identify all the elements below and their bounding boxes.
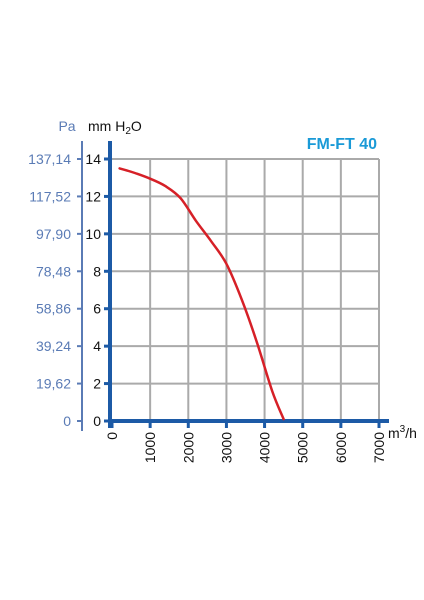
mm-tick-label: 14 bbox=[85, 151, 101, 167]
mm-tick-label: 0 bbox=[93, 413, 101, 429]
x-tick-label: 4000 bbox=[257, 432, 273, 463]
chart-title: FM-FT 40 bbox=[307, 136, 377, 153]
mm-tick-label: 4 bbox=[93, 338, 101, 354]
pa-axis: 0 19,62 39,24 58,86 78,48 97,90 117,52 137,14 bbox=[28, 141, 83, 431]
grid bbox=[112, 158, 380, 421]
mm-axis: 0 2 4 6 8 10 12 14 bbox=[85, 141, 112, 429]
pa-axis-label: Pa bbox=[58, 118, 75, 134]
mm-tick-label: 10 bbox=[85, 226, 101, 242]
mm-tick-label: 6 bbox=[93, 301, 101, 317]
pa-tick-label: 58,86 bbox=[36, 301, 71, 317]
series bbox=[118, 167, 285, 421]
labels: Pa mm H2O m3/h FM-FT 40 bbox=[58, 118, 416, 441]
x-axis-label: m3/h bbox=[388, 424, 417, 441]
fan-curve-line bbox=[118, 167, 285, 421]
mm-tick-label: 8 bbox=[93, 263, 101, 279]
x-tick-label: 5000 bbox=[295, 432, 311, 463]
pa-tick-label: 97,90 bbox=[36, 226, 71, 242]
pa-tick-label: 137,14 bbox=[28, 151, 71, 167]
x-tick-label: 0 bbox=[104, 432, 120, 440]
pa-tick-label: 19,62 bbox=[36, 376, 71, 392]
x-tick-label: 6000 bbox=[333, 432, 349, 463]
x-tick-label: 1000 bbox=[142, 432, 158, 463]
x-tick-label: 3000 bbox=[218, 432, 234, 463]
pa-tick-label: 78,48 bbox=[36, 263, 71, 279]
pa-tick-label: 117,52 bbox=[29, 188, 71, 204]
pa-tick-label: 0 bbox=[63, 413, 71, 429]
mm-tick-label: 12 bbox=[85, 188, 101, 204]
mm-tick-label: 2 bbox=[93, 376, 101, 392]
x-axis: 0 1000 2000 3000 4000 5000 6000 7000 bbox=[104, 419, 389, 463]
x-tick-label: 7000 bbox=[371, 432, 387, 463]
mm-axis-label: mm H2O bbox=[88, 118, 142, 137]
pa-tick-label: 39,24 bbox=[36, 338, 71, 354]
x-tick-label: 2000 bbox=[180, 432, 196, 463]
